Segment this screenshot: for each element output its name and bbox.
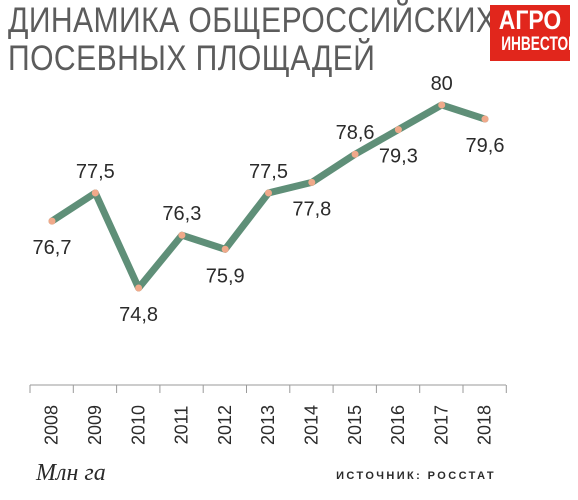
data-label: 75,9 xyxy=(206,265,245,287)
marker-layer xyxy=(48,101,489,292)
x-tick-label: 2008 xyxy=(42,405,62,445)
x-tick-label: 2011 xyxy=(172,406,192,445)
unit-label: Млн га xyxy=(36,460,106,486)
data-label: 80 xyxy=(431,73,453,95)
data-point-marker xyxy=(135,284,143,292)
x-tick-layer: 2008 2009 2010 2011 2012 2013 2014 2015 2016 2017… xyxy=(42,405,495,445)
data-point-marker xyxy=(438,101,446,109)
chart-title: ДИНАМИКА ОБЩЕРОССИЙСКИХ ПОСЕВНЫХ ПЛОЩАДЕ… xyxy=(8,2,496,78)
data-label-layer: 76,777,574,876,375,977,577,878,679,38079… xyxy=(33,73,505,326)
data-label: 77,8 xyxy=(292,198,331,220)
data-label: 77,5 xyxy=(249,161,288,183)
data-label: 76,3 xyxy=(162,203,201,225)
data-label: 76,7 xyxy=(33,237,72,259)
data-point-marker xyxy=(178,231,186,239)
source-note: ИСТОЧНИК: РОССТАТ xyxy=(336,470,496,482)
chart-title-line-2: ПОСЕВНЫХ ПЛОЩАДЕЙ xyxy=(8,39,376,78)
x-tick-label: 2018 xyxy=(475,405,495,445)
chart-title-line-1: ДИНАМИКА ОБЩЕРОССИЙСКИХ xyxy=(8,1,497,40)
data-point-marker xyxy=(351,150,359,158)
data-point-marker xyxy=(91,189,99,197)
logo-line-2: ИНВЕСТОР xyxy=(501,34,570,55)
x-tick-label: 2010 xyxy=(128,405,148,445)
series-line-layer xyxy=(48,101,489,292)
data-label: 78,6 xyxy=(336,122,375,144)
x-axis xyxy=(29,384,507,393)
agroinvestor-logo: АГРО ИНВЕСТОР xyxy=(490,5,570,61)
x-tick-label: 2017 xyxy=(431,405,451,445)
data-label: 74,8 xyxy=(119,304,158,326)
x-tick-label: 2009 xyxy=(85,405,105,445)
data-point-marker xyxy=(394,126,402,134)
data-point-marker xyxy=(48,217,56,225)
x-tick-label: 2014 xyxy=(301,405,321,445)
data-point-marker xyxy=(308,178,316,186)
series-line xyxy=(48,101,489,292)
data-label: 77,5 xyxy=(76,161,115,183)
data-point-marker xyxy=(265,189,272,197)
x-tick-label: 2016 xyxy=(388,405,408,445)
data-label: 79,6 xyxy=(466,135,505,157)
x-tick-label: 2012 xyxy=(215,405,235,445)
logo-line-1: АГРО xyxy=(498,5,562,35)
data-point-marker xyxy=(221,245,229,253)
x-tick-label: 2013 xyxy=(258,405,278,445)
data-point-marker xyxy=(481,115,489,123)
x-tick-label: 2015 xyxy=(345,405,365,445)
data-label: 79,3 xyxy=(379,146,418,168)
